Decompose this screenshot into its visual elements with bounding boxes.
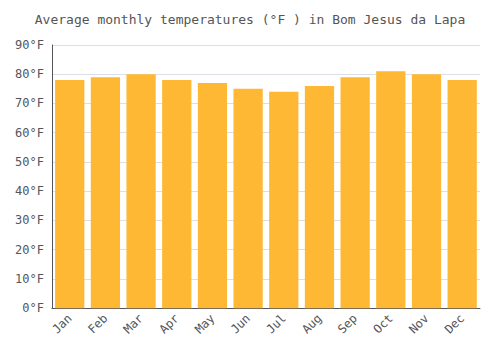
svg-text:Aug: Aug [299,311,324,336]
svg-text:Apr: Apr [156,311,181,336]
svg-text:Sep: Sep [335,311,360,336]
svg-text:80°F: 80°F [15,67,44,81]
svg-text:Jul: Jul [264,311,289,336]
svg-text:50°F: 50°F [15,155,44,169]
svg-text:10°F: 10°F [15,272,44,286]
svg-text:Jan: Jan [49,311,74,336]
svg-text:Dec: Dec [442,311,467,336]
svg-text:40°F: 40°F [15,184,44,198]
svg-text:0°F: 0°F [22,301,44,315]
svg-text:Jun: Jun [228,311,253,336]
svg-text:Average monthly temperatures (: Average monthly temperatures (°F ) in Bo… [35,12,465,27]
svg-text:Feb: Feb [85,311,110,336]
svg-text:20°F: 20°F [15,243,44,257]
svg-text:May: May [192,311,217,336]
svg-text:Nov: Nov [406,311,431,336]
svg-text:30°F: 30°F [15,213,44,227]
svg-text:60°F: 60°F [15,126,44,140]
svg-text:70°F: 70°F [15,96,44,110]
svg-text:Mar: Mar [121,311,146,336]
svg-text:Oct: Oct [371,311,396,336]
svg-text:90°F: 90°F [15,38,44,52]
